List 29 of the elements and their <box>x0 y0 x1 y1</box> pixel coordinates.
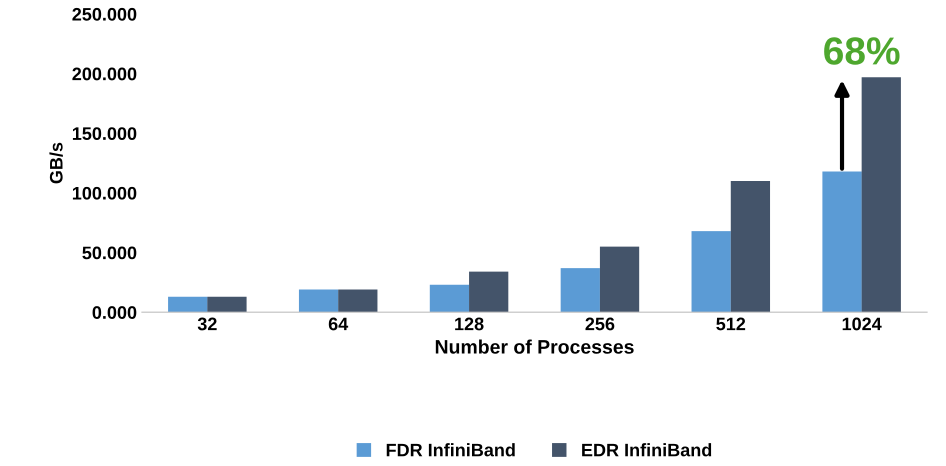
x-axis-title: Number of Processes <box>436 339 634 354</box>
bar <box>168 296 208 312</box>
bar <box>600 246 640 312</box>
bar <box>207 296 247 312</box>
y-tick-label: 250.000 <box>72 8 136 21</box>
y-tick-label: 0.000 <box>92 306 136 319</box>
y-axis-title: GB/s <box>49 142 63 184</box>
x-tick-label: 128 <box>455 318 484 330</box>
bar <box>469 272 508 312</box>
bar <box>338 290 378 312</box>
annotation: 68% <box>824 37 900 65</box>
bar <box>822 171 862 312</box>
bar <box>862 77 901 312</box>
x-tick-label: 1024 <box>842 318 882 330</box>
bar <box>692 231 731 312</box>
bar <box>430 284 470 312</box>
y-tick-label: 100.000 <box>72 186 136 200</box>
x-tick-label: 64 <box>328 318 348 330</box>
x-tick-label: 256 <box>585 318 614 330</box>
y-tick-label: 150.000 <box>72 127 136 140</box>
x-tick-label: 32 <box>198 318 217 330</box>
legend-label: FDR InfiniBand <box>386 443 515 456</box>
legend-label: EDR InfiniBand <box>582 443 712 456</box>
bar <box>298 290 338 312</box>
x-tick-label: 512 <box>716 318 746 330</box>
y-tick-label: 50.000 <box>82 246 136 260</box>
bar <box>730 180 770 312</box>
bar <box>560 268 600 312</box>
y-tick-label: 200.000 <box>72 68 136 80</box>
